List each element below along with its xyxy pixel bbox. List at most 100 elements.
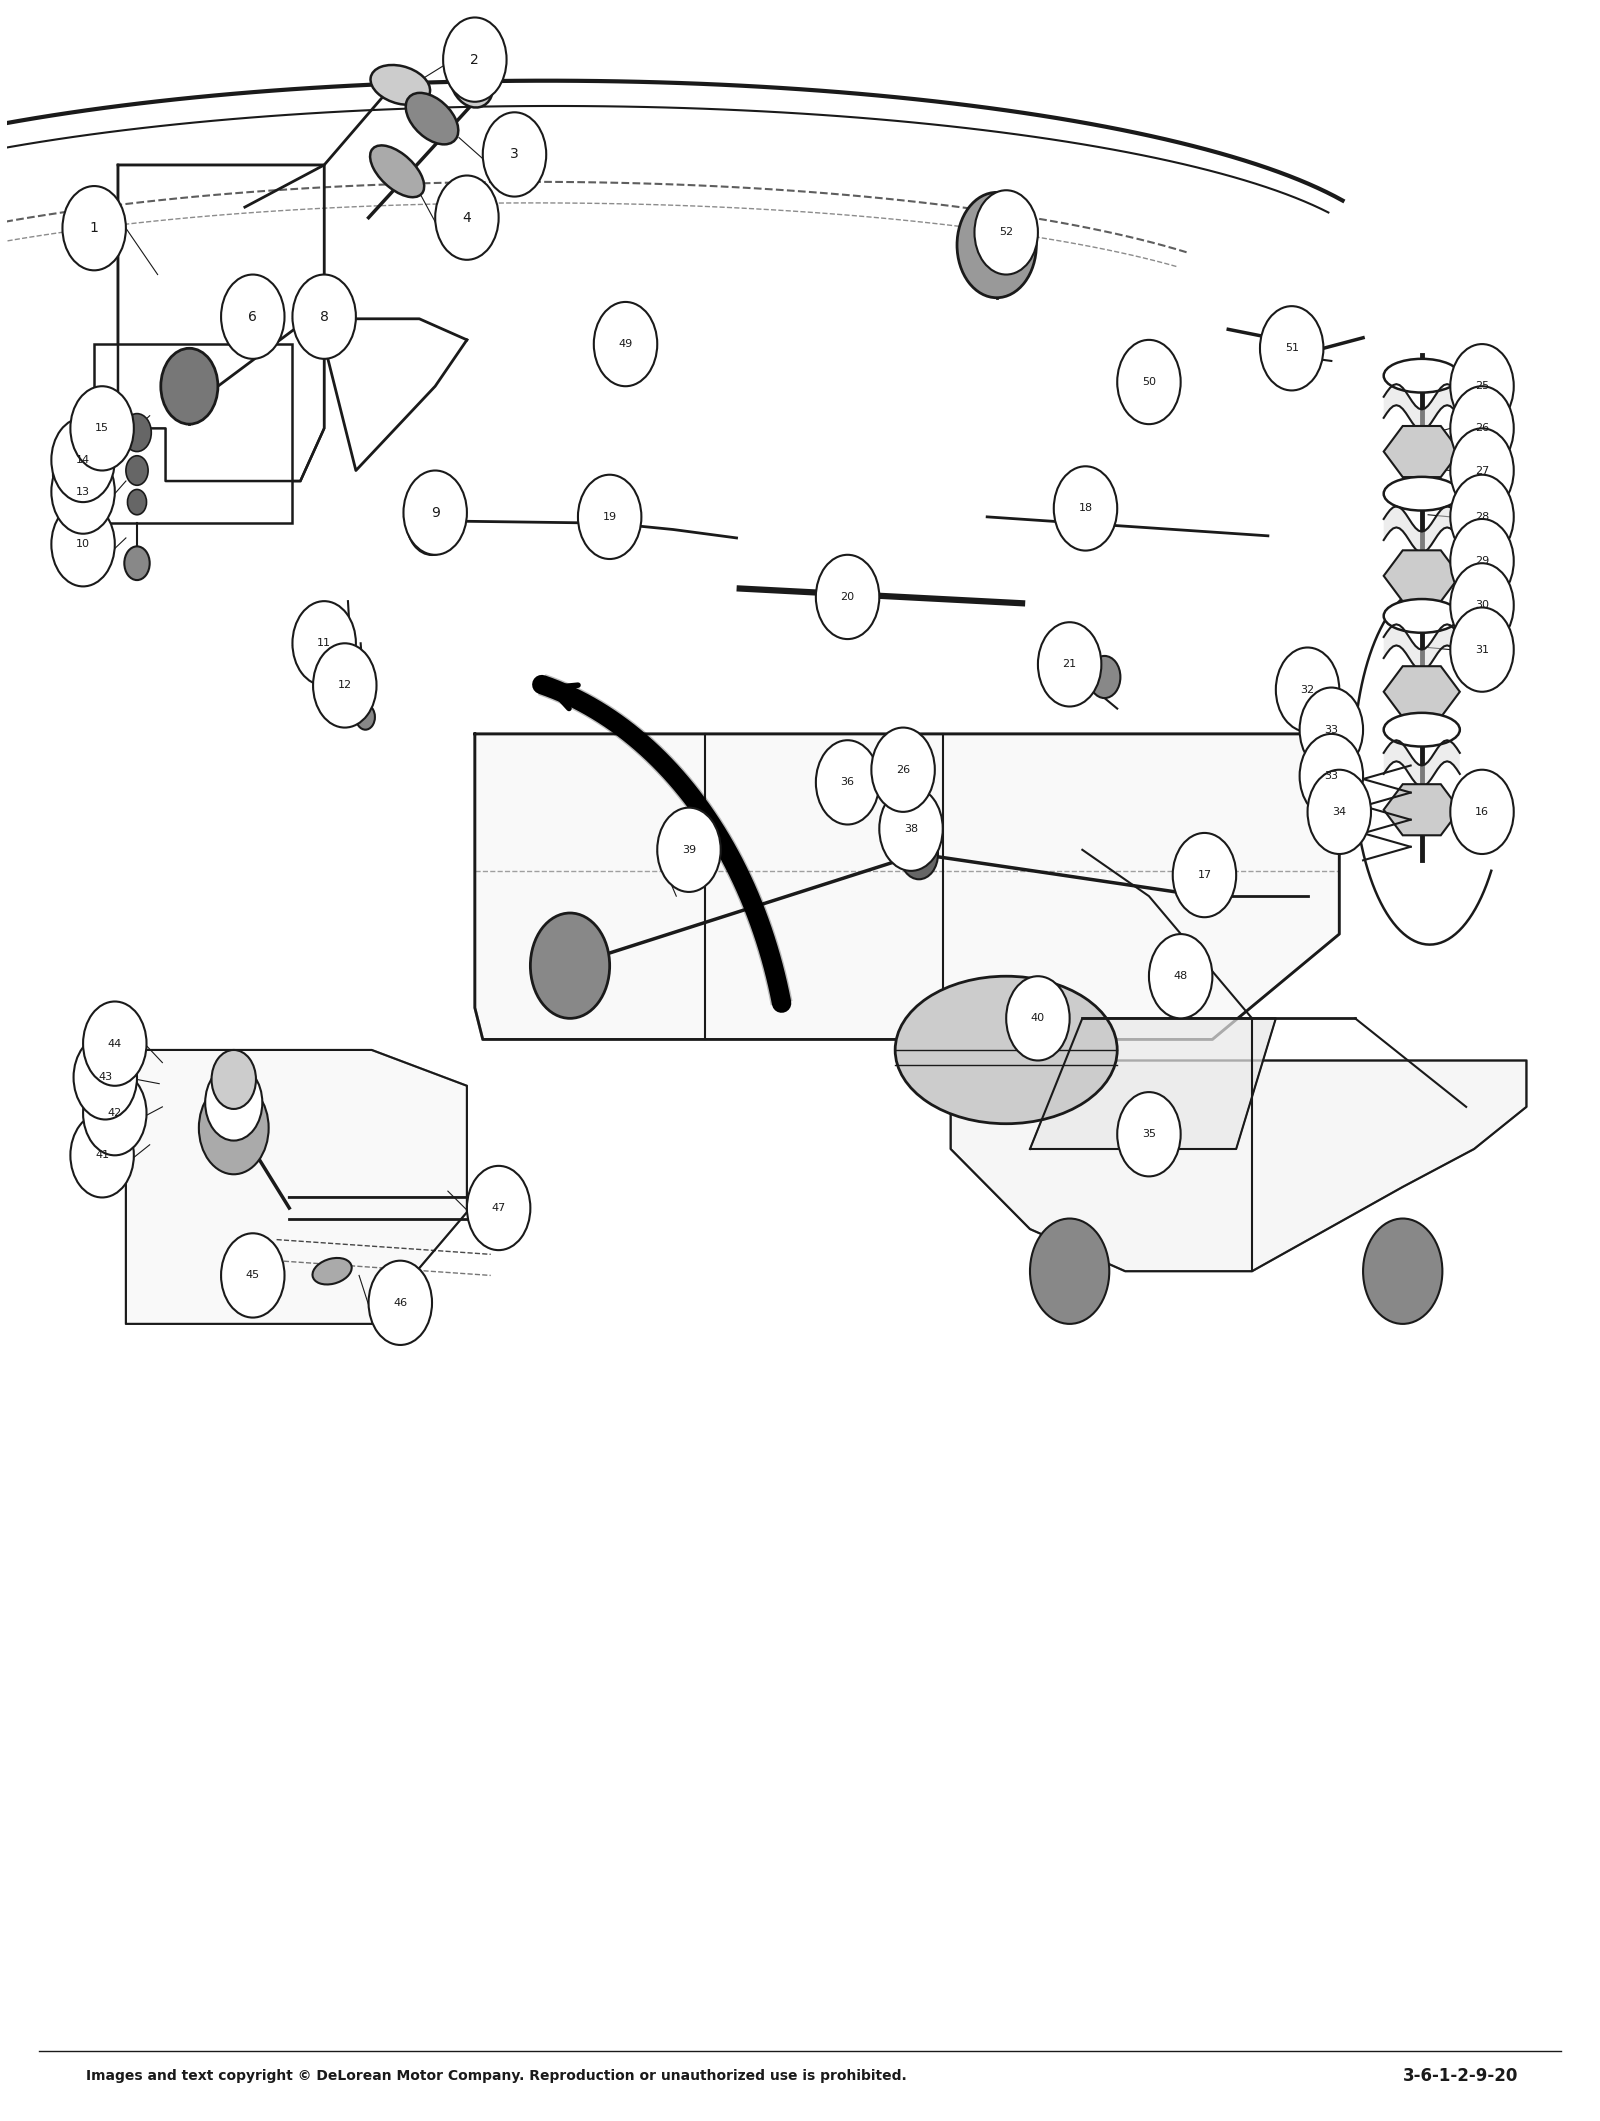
Circle shape [1173,834,1237,916]
Circle shape [126,456,149,486]
Polygon shape [1384,666,1459,717]
Circle shape [1275,647,1339,732]
Text: 32: 32 [1301,685,1315,696]
Ellipse shape [1384,358,1459,392]
Circle shape [1450,428,1514,513]
Text: 16: 16 [1475,806,1490,817]
Circle shape [221,1232,285,1317]
Text: 33: 33 [1325,725,1338,734]
Circle shape [587,501,629,556]
Circle shape [53,458,78,492]
Circle shape [658,808,720,893]
Circle shape [1450,344,1514,428]
Text: 40: 40 [1030,1014,1045,1022]
Text: 46: 46 [394,1298,408,1309]
Circle shape [368,1260,432,1345]
Circle shape [123,414,152,452]
Circle shape [1450,475,1514,560]
Ellipse shape [312,1258,352,1285]
Text: 42: 42 [107,1107,122,1118]
Text: 9: 9 [430,505,440,520]
Text: 3: 3 [510,148,518,161]
Text: 1: 1 [90,221,99,235]
Circle shape [1088,655,1120,698]
Circle shape [1006,976,1070,1060]
Text: 52: 52 [998,227,1013,238]
Text: 10: 10 [77,539,90,549]
Circle shape [406,488,458,556]
Text: 17: 17 [1197,870,1211,880]
Text: 25: 25 [1475,382,1490,390]
Text: 20: 20 [840,592,854,602]
Circle shape [1259,305,1323,390]
Text: 39: 39 [682,844,696,855]
Text: 38: 38 [904,823,918,834]
Ellipse shape [390,1275,422,1296]
Text: 8: 8 [320,310,328,325]
Text: 43: 43 [98,1073,112,1082]
Circle shape [70,386,134,471]
Circle shape [906,806,931,840]
Text: 15: 15 [94,424,109,433]
Circle shape [62,187,126,269]
Bar [94,344,293,524]
Polygon shape [1030,1018,1275,1150]
Text: 3-6-1-2-9-20: 3-6-1-2-9-20 [1403,2068,1518,2085]
Text: 6: 6 [248,310,258,325]
Text: 26: 26 [896,766,910,774]
Text: 21: 21 [1062,660,1077,670]
Text: 30: 30 [1475,600,1490,611]
Circle shape [160,348,218,424]
Ellipse shape [371,66,430,104]
Text: 11: 11 [317,638,331,649]
Circle shape [1038,621,1101,706]
Circle shape [1307,770,1371,855]
Circle shape [1450,564,1514,647]
Circle shape [355,704,374,730]
Circle shape [70,1114,134,1198]
Text: 51: 51 [1285,344,1299,354]
Text: Images and text copyright © DeLorean Motor Company. Reproduction or unauthorized: Images and text copyright © DeLorean Mot… [86,2070,907,2083]
Circle shape [56,479,75,505]
Circle shape [872,728,934,812]
Circle shape [1054,467,1117,551]
Circle shape [1030,1220,1109,1324]
Circle shape [530,912,610,1018]
Circle shape [221,274,285,358]
Circle shape [128,490,147,515]
Ellipse shape [1384,477,1459,511]
Text: 31: 31 [1475,645,1490,655]
Circle shape [205,1065,262,1141]
Circle shape [293,600,355,685]
Circle shape [1450,520,1514,602]
Circle shape [594,301,658,386]
Text: 29: 29 [1475,556,1490,566]
Circle shape [74,1035,138,1120]
Polygon shape [1384,785,1459,836]
Circle shape [467,1167,530,1249]
Circle shape [51,503,115,585]
Polygon shape [1384,426,1459,477]
Circle shape [341,674,365,708]
Circle shape [816,556,880,638]
Text: 45: 45 [246,1270,259,1281]
Text: 12: 12 [338,681,352,691]
Circle shape [211,1050,256,1109]
Text: 47: 47 [491,1203,506,1213]
Circle shape [1149,933,1213,1018]
Ellipse shape [451,57,493,108]
Circle shape [51,418,115,503]
Circle shape [293,274,355,358]
Circle shape [1363,1220,1442,1324]
Circle shape [899,829,938,880]
Polygon shape [1384,549,1459,602]
Circle shape [403,471,467,556]
Polygon shape [126,1050,467,1324]
Circle shape [1117,1092,1181,1177]
Text: 34: 34 [1333,806,1346,817]
Text: 26: 26 [1475,424,1490,433]
Text: 19: 19 [603,511,616,522]
Text: 14: 14 [77,456,90,464]
Ellipse shape [370,146,424,197]
Polygon shape [475,734,1339,1039]
